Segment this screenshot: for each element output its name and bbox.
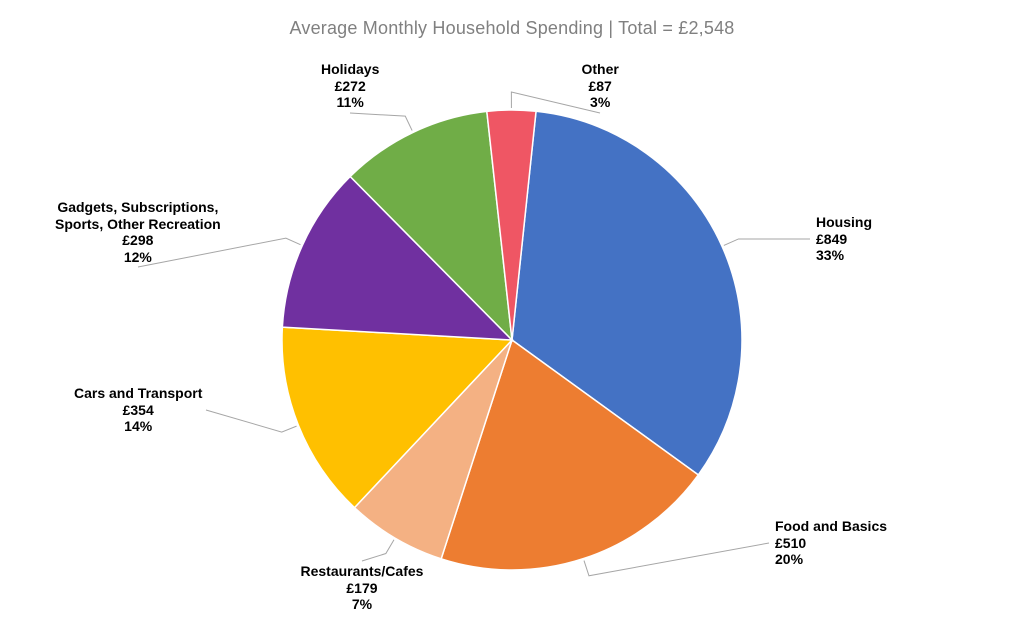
label-restaurants-cafes: Restaurants/Cafes£1797%: [301, 563, 424, 613]
label-cars-and-transport: Cars and Transport£35414%: [74, 385, 202, 435]
label-holidays: Holidays£27211%: [321, 61, 379, 111]
label-other: Other£873%: [582, 61, 619, 111]
label-housing: Housing£84933%: [816, 214, 872, 264]
label-gadgets-subscriptions-sports-other-recreation: Gadgets, Subscriptions,Sports, Other Rec…: [55, 199, 221, 265]
pie-chart-container: Average Monthly Household Spending | Tot…: [0, 0, 1024, 625]
label-food-and-basics: Food and Basics£51020%: [775, 518, 887, 568]
